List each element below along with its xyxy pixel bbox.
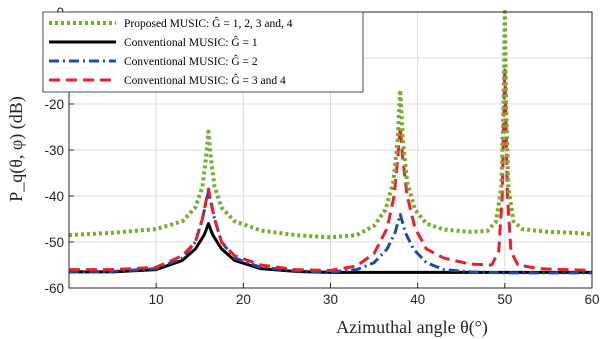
y-tick-label: -40 [44,189,64,204]
x-tick-label: 10 [149,292,164,307]
y-tick-label: -60 [44,281,64,296]
x-tick-label: 50 [497,292,512,307]
legend-entry-0: Proposed MUSIC: Ĝ = 1, 2, 3 and, 4 [49,16,293,30]
x-axis-label: Azimuthal angle θ(°) [336,317,488,338]
legend-label-0: Proposed MUSIC: Ĝ = 1, 2, 3 and, 4 [124,16,293,30]
legend-entry-1: Conventional MUSIC: Ĝ = 1 [49,35,258,49]
series-line-3 [69,65,593,273]
x-tick-label: 30 [323,292,338,307]
legend-label-1: Conventional MUSIC: Ĝ = 1 [124,35,258,49]
ticks: 1020304050600-10-20-30-40-50-60 [44,5,599,307]
legend-entry-3: Conventional MUSIC: Ĝ = 3 and 4 [49,73,286,87]
legend-entry-2: Conventional MUSIC: Ĝ = 2 [49,54,258,68]
x-tick-label: 60 [584,292,599,307]
x-tick-label: 40 [410,292,425,307]
y-tick-label: -20 [44,97,64,112]
legend-box [42,11,364,93]
series-layer [68,10,593,275]
legend-label-2: Conventional MUSIC: Ĝ = 2 [124,54,258,68]
y-tick-label: -30 [44,143,64,158]
y-tick-label: -50 [44,235,64,250]
x-tick-label: 20 [236,292,251,307]
legend-label-3: Conventional MUSIC: Ĝ = 3 and 4 [124,73,286,87]
series-line-0 [68,10,593,240]
legend: Proposed MUSIC: Ĝ = 1, 2, 3 and, 4 Conve… [42,11,364,93]
y-axis-label: P_q(θ, φ) (dB) [6,96,27,202]
